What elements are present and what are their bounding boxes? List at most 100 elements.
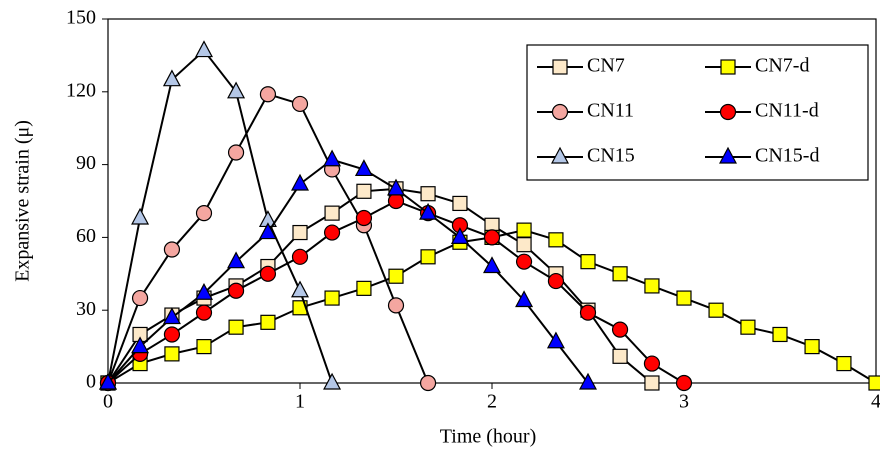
data-point [324, 205, 340, 221]
x-tick-label: 2 [487, 391, 497, 413]
legend-marker [719, 146, 737, 164]
data-point [419, 202, 438, 220]
data-point [291, 95, 309, 113]
data-point [291, 280, 309, 298]
y-tick-label: 0 [86, 371, 96, 393]
data-point [162, 69, 181, 87]
data-point [676, 290, 692, 306]
data-point [291, 248, 309, 265]
data-point [131, 336, 150, 354]
data-point [547, 272, 565, 290]
y-tick-label: 30 [76, 298, 96, 320]
series-line [107, 199, 685, 384]
data-point [675, 374, 693, 392]
data-point [164, 346, 180, 362]
data-point [643, 355, 661, 372]
data-point [579, 372, 597, 390]
y-tick-label: 150 [66, 7, 96, 29]
data-point [131, 207, 150, 225]
data-point [804, 339, 820, 355]
data-point [227, 282, 245, 299]
data-point [419, 374, 437, 392]
series-line [107, 187, 653, 384]
data-point [227, 251, 246, 269]
legend-label: CN11-d [755, 100, 819, 122]
legend-label: CN15 [587, 145, 635, 167]
data-point [355, 209, 373, 227]
y-tick-label: 90 [76, 152, 96, 174]
data-point [772, 326, 788, 343]
data-point [259, 265, 277, 282]
legend-label: CN7 [587, 55, 625, 77]
data-point [612, 348, 628, 364]
legend-marker [719, 103, 737, 121]
data-point [548, 232, 564, 248]
legend-marker [720, 59, 736, 75]
data-point [644, 278, 660, 294]
x-tick-label: 4 [871, 391, 880, 413]
series-line [107, 49, 334, 384]
data-point [354, 159, 373, 177]
data-point [292, 300, 308, 316]
data-point [324, 290, 340, 306]
data-point [836, 355, 852, 372]
data-point [387, 178, 405, 196]
data-point [163, 241, 181, 258]
data-point [323, 224, 341, 241]
data-point [195, 40, 213, 58]
data-point [259, 86, 277, 103]
data-point [388, 268, 404, 284]
x-tick-label: 3 [679, 391, 689, 413]
data-point [163, 326, 181, 343]
data-point [291, 173, 309, 191]
data-point [258, 222, 277, 240]
data-point [323, 149, 342, 167]
data-point [579, 304, 597, 321]
legend-box [526, 44, 869, 181]
data-point [387, 192, 405, 210]
x-tick-label: 1 [295, 391, 305, 413]
data-point [516, 222, 532, 238]
data-point [515, 290, 534, 308]
data-point [483, 256, 501, 274]
series-line [107, 229, 877, 384]
data-point [228, 319, 244, 335]
data-point [546, 331, 565, 349]
data-point [356, 280, 372, 296]
data-point [868, 375, 880, 391]
y-tick-label: 120 [66, 79, 96, 101]
data-point [195, 205, 213, 222]
data-point [450, 227, 469, 244]
y-axis-label: Expansive strain (μ) [12, 120, 34, 282]
legend-marker [551, 103, 569, 121]
data-point [260, 314, 276, 330]
data-point [420, 249, 436, 265]
data-point [195, 304, 213, 321]
data-point [515, 253, 533, 270]
x-axis-label: Time (hour) [440, 426, 536, 448]
data-point [356, 183, 372, 199]
legend-marker [551, 146, 569, 164]
data-point [483, 229, 501, 246]
legend-label: CN7-d [755, 55, 809, 77]
data-point [162, 307, 181, 325]
legend-label: CN15-d [755, 145, 819, 167]
data-point [611, 321, 629, 338]
data-point [323, 372, 342, 390]
data-point [452, 195, 468, 212]
data-point [420, 186, 436, 202]
data-point [227, 81, 246, 99]
y-tick-label: 60 [76, 225, 96, 247]
data-point [516, 237, 532, 253]
data-point [195, 282, 213, 300]
data-point [387, 297, 405, 314]
legend-label: CN11 [587, 100, 634, 122]
data-point [99, 372, 117, 390]
legend-marker [552, 59, 568, 75]
data-point [580, 254, 596, 270]
data-point [196, 339, 212, 355]
data-point [740, 319, 756, 335]
x-tick-label: 0 [103, 391, 113, 413]
data-point [131, 289, 149, 307]
